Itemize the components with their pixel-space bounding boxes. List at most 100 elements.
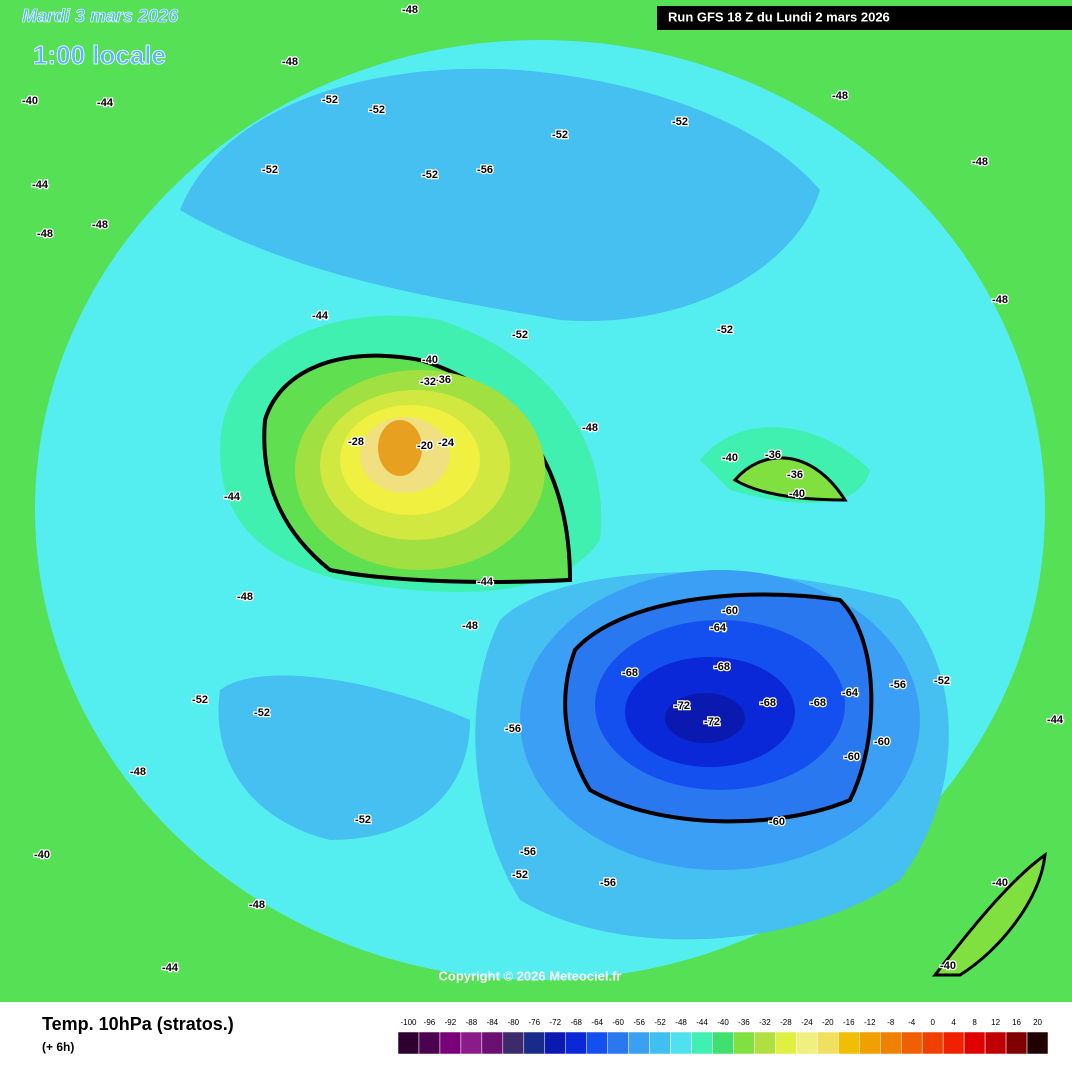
contour-label: -44 [312, 310, 329, 322]
scale-box [796, 1031, 818, 1055]
scale-label: -60 [612, 1018, 624, 1027]
scale-label: -40 [717, 1018, 729, 1027]
contour-label: -52 [192, 694, 208, 706]
scale-label: -100 [400, 1018, 417, 1027]
color-scale: -100 -96 -92 -88 -84 -80 -76 -72 -68 -64 -60 -56 -52… [397, 1018, 1049, 1055]
contour-label: -72 [674, 700, 690, 712]
contour-label: -52 [934, 675, 950, 687]
scale-label: -52 [654, 1018, 666, 1027]
contour-label: -40 [940, 960, 956, 972]
contour-label: -40 [34, 849, 50, 861]
field-40 [732, 456, 848, 502]
scale-box [754, 1031, 776, 1055]
footer-title: Temp. 10hPa (stratos.) [42, 1014, 234, 1034]
contour-label: -44 [32, 179, 49, 191]
scale-box [1026, 1031, 1049, 1055]
contour-label: -60 [769, 816, 785, 828]
contour-label: -40 [789, 488, 805, 500]
scale-label: -28 [780, 1018, 792, 1027]
contour-label: -68 [622, 667, 638, 679]
scale-label: -68 [570, 1018, 582, 1027]
contour-label: -52 [422, 169, 438, 181]
contour-label: -32 [420, 376, 436, 388]
contour-label: -36 [765, 449, 781, 461]
scale-label: -56 [633, 1018, 645, 1027]
scale-label: -8 [887, 1018, 895, 1027]
contour-label: -48 [832, 90, 848, 102]
scale-box [607, 1031, 629, 1055]
map: -48 -48 -40 -44 -44 -48 -48 -52 -52 -52 -56 -52 -52 -… [0, 0, 1072, 1002]
scale-box [817, 1031, 839, 1055]
scale-label: -88 [466, 1018, 478, 1027]
contour-label: -40 [422, 354, 438, 366]
contour-label: -48 [37, 228, 53, 240]
scale-box [481, 1031, 504, 1055]
contour-label: -52 [322, 94, 338, 106]
contour-label: -48 [282, 56, 298, 68]
scale-box [838, 1031, 860, 1055]
scale-label: 4 [951, 1018, 956, 1027]
footer-lead: (+ 6h) [42, 1040, 74, 1054]
scale-label: -48 [675, 1018, 687, 1027]
contour-label: -40 [992, 877, 1008, 889]
scale-box [460, 1031, 483, 1055]
scale-box [586, 1031, 608, 1055]
scale-box [1005, 1031, 1028, 1055]
contour-label: -40 [722, 452, 738, 464]
scale-box [670, 1031, 692, 1055]
contour-label: -60 [844, 751, 860, 763]
contour-label: -52 [672, 116, 688, 128]
contour-label: -52 [254, 707, 270, 719]
contour-label: -52 [512, 869, 528, 881]
scale-box [418, 1031, 441, 1055]
contour-label: -60 [874, 736, 890, 748]
contour-label: -48 [237, 591, 253, 603]
scale-label: -16 [843, 1018, 855, 1027]
scale-box [565, 1031, 587, 1055]
contour-label: -36 [435, 374, 451, 386]
scale-box [439, 1031, 462, 1055]
contour-label: -48 [249, 899, 265, 911]
contour-label: -52 [262, 164, 278, 176]
contour-label: -40 [22, 95, 38, 107]
scale-label: 16 [1012, 1018, 1021, 1027]
scale-box [859, 1031, 881, 1055]
scale-label: -32 [759, 1018, 771, 1027]
field-52 [218, 675, 470, 840]
contour-label: -56 [890, 679, 906, 691]
contour-label: -64 [842, 687, 859, 699]
contour-label: -44 [1047, 714, 1064, 726]
contour-label: -48 [462, 620, 478, 632]
contour-label: -48 [130, 766, 146, 778]
scale-label: 8 [972, 1018, 977, 1027]
scale-box [880, 1031, 902, 1055]
scale-label: -12 [864, 1018, 876, 1027]
date: Mardi 3 mars 2026 [22, 6, 179, 26]
scale-box [942, 1031, 965, 1055]
contour-label: -44 [162, 962, 179, 974]
contour-label: -48 [992, 294, 1008, 306]
scale-box [544, 1031, 566, 1055]
scale-label: -24 [801, 1018, 813, 1027]
contour-label: -48 [92, 219, 108, 231]
scale-label: -76 [529, 1018, 541, 1027]
contour-label: -44 [477, 576, 494, 588]
scale-label: -96 [424, 1018, 436, 1027]
field-40 [931, 851, 1047, 977]
scale-box [900, 1031, 923, 1055]
contour-label: -64 [710, 622, 727, 634]
contour-label: -36 [787, 469, 803, 481]
contour-label: -48 [402, 4, 418, 16]
contour-label: -44 [97, 97, 114, 109]
field-20 [378, 420, 422, 476]
contour-label: -52 [717, 324, 733, 336]
contour-label: -52 [355, 814, 371, 826]
contour-label: -52 [552, 129, 568, 141]
run-info: Run GFS 18 Z du Lundi 2 mars 2026 [668, 9, 890, 24]
scale-label: -44 [696, 1018, 708, 1027]
contour-label: -24 [438, 437, 455, 449]
contour-label: -68 [714, 661, 730, 673]
scale-box [963, 1031, 986, 1055]
scale-box [712, 1031, 734, 1055]
contour-label: -20 [417, 440, 433, 452]
